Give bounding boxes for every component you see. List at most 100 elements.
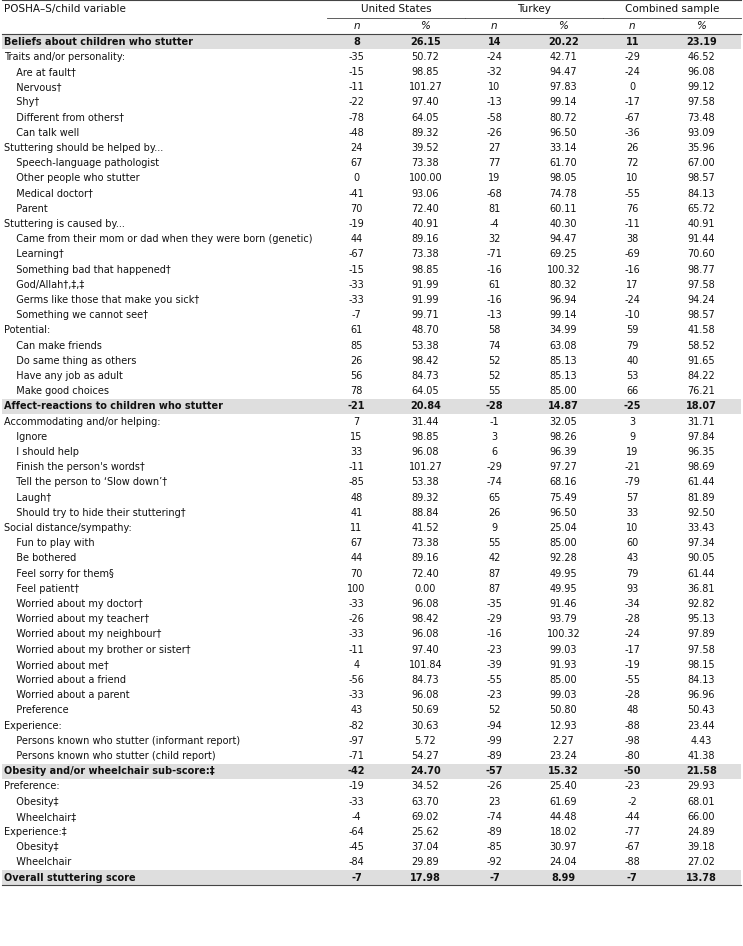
Text: 70: 70 bbox=[350, 203, 363, 214]
Text: 34.99: 34.99 bbox=[550, 325, 577, 336]
Text: 91.65: 91.65 bbox=[687, 356, 716, 366]
Text: 74.78: 74.78 bbox=[550, 188, 577, 199]
Text: -19: -19 bbox=[348, 781, 364, 792]
Text: 100.32: 100.32 bbox=[547, 265, 580, 274]
Text: 67: 67 bbox=[350, 158, 363, 168]
Text: 78: 78 bbox=[350, 386, 363, 396]
Text: 93.09: 93.09 bbox=[687, 128, 715, 138]
Text: -79: -79 bbox=[624, 478, 640, 487]
Text: 21.58: 21.58 bbox=[686, 766, 717, 777]
Text: 100.00: 100.00 bbox=[409, 173, 442, 184]
Text: 98.85: 98.85 bbox=[412, 265, 439, 274]
Text: -88: -88 bbox=[625, 857, 640, 867]
Text: 81: 81 bbox=[488, 203, 501, 214]
Text: 99.03: 99.03 bbox=[550, 691, 577, 700]
Text: 43: 43 bbox=[626, 553, 638, 564]
Text: 98.77: 98.77 bbox=[687, 265, 716, 274]
Bar bbox=[2, 307, 741, 323]
Bar bbox=[2, 596, 741, 612]
Text: 98.26: 98.26 bbox=[550, 431, 577, 442]
Text: 44: 44 bbox=[351, 235, 363, 244]
Bar bbox=[2, 475, 741, 490]
Text: -7: -7 bbox=[489, 872, 500, 883]
Text: -94: -94 bbox=[487, 721, 502, 730]
Text: 101.84: 101.84 bbox=[409, 659, 442, 670]
Text: 29.93: 29.93 bbox=[687, 781, 716, 792]
Text: 48: 48 bbox=[626, 706, 638, 715]
Text: -35: -35 bbox=[348, 52, 364, 61]
Text: -55: -55 bbox=[624, 188, 640, 199]
Text: 79: 79 bbox=[626, 341, 638, 351]
Text: Preference:: Preference: bbox=[4, 781, 59, 792]
Text: -16: -16 bbox=[625, 265, 640, 274]
Text: 4.43: 4.43 bbox=[691, 736, 712, 745]
Text: 23.24: 23.24 bbox=[550, 751, 577, 761]
Text: 67: 67 bbox=[350, 538, 363, 548]
Text: 14.87: 14.87 bbox=[548, 401, 579, 412]
Text: 27.02: 27.02 bbox=[687, 857, 716, 867]
Text: 97.27: 97.27 bbox=[550, 463, 577, 472]
Text: 84.13: 84.13 bbox=[687, 188, 715, 199]
Bar bbox=[2, 627, 741, 642]
Text: -34: -34 bbox=[625, 599, 640, 609]
Text: 70: 70 bbox=[350, 569, 363, 579]
Text: -33: -33 bbox=[348, 280, 364, 289]
Text: -69: -69 bbox=[625, 250, 640, 259]
Text: 32.05: 32.05 bbox=[550, 416, 577, 427]
Text: 69.25: 69.25 bbox=[550, 250, 577, 259]
Bar bbox=[2, 703, 741, 718]
Text: %: % bbox=[696, 21, 707, 31]
Text: 61.70: 61.70 bbox=[550, 158, 577, 168]
Text: -45: -45 bbox=[348, 842, 364, 852]
Text: 10: 10 bbox=[626, 173, 638, 184]
Text: 42.71: 42.71 bbox=[550, 52, 577, 61]
Bar bbox=[2, 688, 741, 703]
Text: 84.22: 84.22 bbox=[687, 371, 716, 381]
Text: God/Allah†,‡,‡: God/Allah†,‡,‡ bbox=[10, 280, 84, 289]
Text: 85.13: 85.13 bbox=[550, 371, 577, 381]
Text: 98.69: 98.69 bbox=[687, 463, 715, 472]
Text: 53: 53 bbox=[626, 371, 638, 381]
Text: 63.08: 63.08 bbox=[550, 341, 577, 351]
Text: -22: -22 bbox=[348, 97, 365, 108]
Text: Laugh†: Laugh† bbox=[10, 493, 51, 502]
Text: 18.07: 18.07 bbox=[686, 401, 717, 412]
Text: -68: -68 bbox=[487, 188, 502, 199]
Text: 94.47: 94.47 bbox=[550, 235, 577, 244]
Text: 58: 58 bbox=[488, 325, 501, 336]
Bar bbox=[2, 247, 741, 262]
Text: 98.15: 98.15 bbox=[687, 659, 716, 670]
Text: -33: -33 bbox=[348, 295, 364, 305]
Bar bbox=[2, 809, 741, 824]
Text: 61.44: 61.44 bbox=[687, 569, 715, 579]
Text: 20.22: 20.22 bbox=[548, 37, 579, 46]
Bar bbox=[2, 779, 741, 794]
Text: 23.44: 23.44 bbox=[687, 721, 716, 730]
Text: 61.69: 61.69 bbox=[550, 797, 577, 807]
Text: 97.34: 97.34 bbox=[687, 538, 716, 548]
Text: 65: 65 bbox=[488, 493, 501, 502]
Text: 96.94: 96.94 bbox=[550, 295, 577, 305]
Text: 72.40: 72.40 bbox=[412, 569, 439, 579]
Bar bbox=[2, 140, 741, 155]
Text: Obesity and/or wheelchair sub-score:‡: Obesity and/or wheelchair sub-score:‡ bbox=[4, 766, 215, 777]
Text: Overall stuttering score: Overall stuttering score bbox=[4, 872, 136, 883]
Text: 9: 9 bbox=[629, 431, 635, 442]
Text: 100.32: 100.32 bbox=[547, 629, 580, 639]
Text: 27: 27 bbox=[488, 143, 501, 153]
Text: Worried about my brother or sister†: Worried about my brother or sister† bbox=[10, 644, 191, 655]
Text: 29.89: 29.89 bbox=[412, 857, 439, 867]
Text: 91.93: 91.93 bbox=[550, 659, 577, 670]
Bar bbox=[2, 110, 741, 125]
Text: 97.40: 97.40 bbox=[412, 644, 439, 655]
Text: -26: -26 bbox=[487, 781, 502, 792]
Text: -88: -88 bbox=[625, 721, 640, 730]
Text: 56: 56 bbox=[350, 371, 363, 381]
Text: 30.63: 30.63 bbox=[412, 721, 439, 730]
Text: 98.42: 98.42 bbox=[412, 614, 439, 624]
Bar bbox=[2, 748, 741, 763]
Text: 98.42: 98.42 bbox=[412, 356, 439, 366]
Bar bbox=[2, 673, 741, 688]
Text: United States: United States bbox=[361, 4, 432, 14]
Text: -35: -35 bbox=[487, 599, 502, 609]
